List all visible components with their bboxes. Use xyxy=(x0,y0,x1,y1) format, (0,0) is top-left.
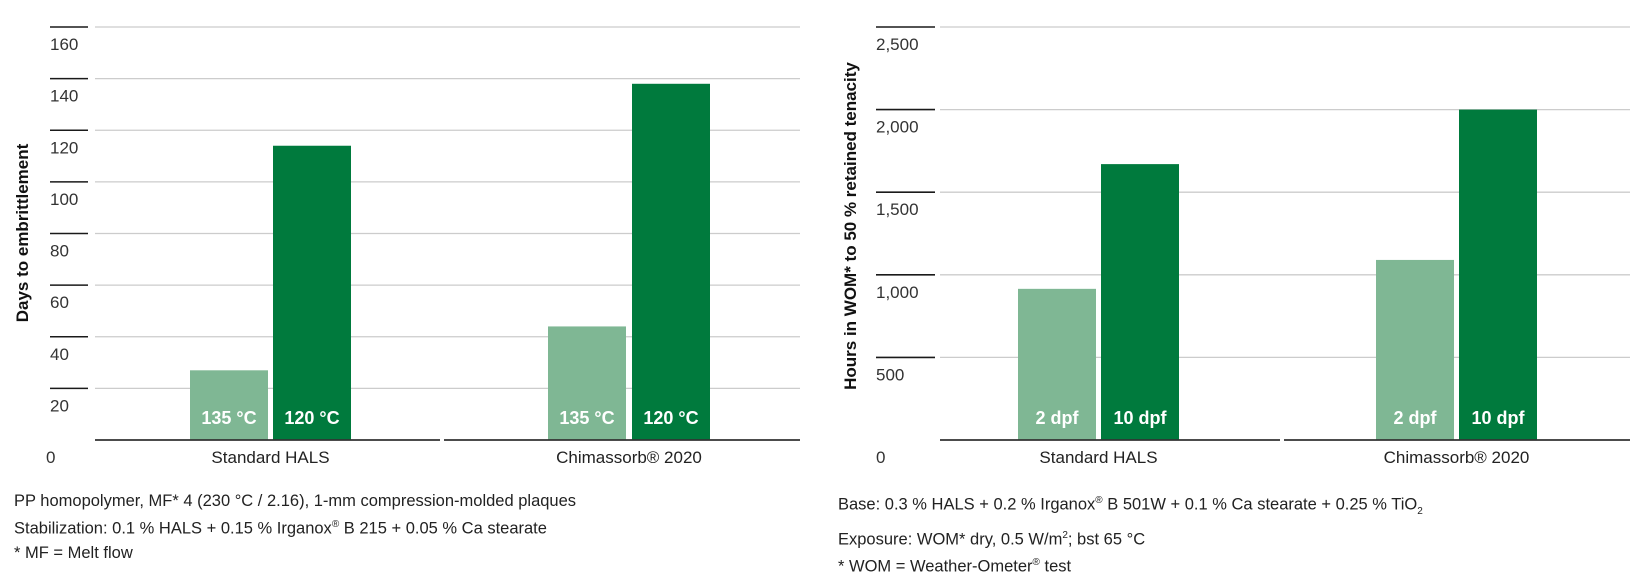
y-tick-label: 2,500 xyxy=(876,35,919,54)
notes-left-line3: * MF = Melt flow xyxy=(14,543,133,562)
y-tick-label: 60 xyxy=(50,293,69,312)
bar-label: 10 dpf xyxy=(1113,408,1167,428)
y-tick-label: 2,000 xyxy=(876,118,919,137)
y-axis-title: Hours in WOM* to 50 % retained tenacity xyxy=(841,62,860,390)
bar-label: 120 °C xyxy=(643,408,698,428)
charts-canvas: 0 20 40 60 80 100 120 140 160 Days to embrittleme… xyxy=(13,26,1630,467)
bar-label: 135 °C xyxy=(559,408,614,428)
category-label: Standard HALS xyxy=(211,448,329,467)
y-tick-label: 100 xyxy=(50,190,78,209)
bar xyxy=(1101,164,1179,440)
y-tick-label: 140 xyxy=(50,87,78,106)
category-label: Chimassorb® 2020 xyxy=(556,448,702,467)
y-tick-label: 500 xyxy=(876,365,904,384)
bar-label: 135 °C xyxy=(201,408,256,428)
bar-label: 120 °C xyxy=(284,408,339,428)
notes-left: PP homopolymer, MF* 4 (230 °C / 2.16), 1… xyxy=(14,489,576,565)
notes-right: Base: 0.3 % HALS + 0.2 % Irganox® B 501W… xyxy=(838,489,1423,579)
bar xyxy=(1018,288,1096,440)
y-tick-label: 160 xyxy=(50,35,78,54)
bar xyxy=(548,326,626,440)
notes-left-line2: Stabilization: 0.1 % HALS + 0.15 % Irgan… xyxy=(14,519,547,538)
y-tick-label: 1,500 xyxy=(876,200,919,219)
bar-label: 2 dpf xyxy=(1394,408,1438,428)
bar-label: 10 dpf xyxy=(1471,408,1525,428)
notes-right-line3: * WOM = Weather-Ometer® test xyxy=(838,557,1072,576)
y-axis-title: Days to embrittlement xyxy=(13,143,32,322)
bar-label: 2 dpf xyxy=(1036,408,1080,428)
category-label: Standard HALS xyxy=(1039,448,1157,467)
y-tick-label: 120 xyxy=(50,138,78,157)
y-tick-label: 40 xyxy=(50,345,69,364)
y-tick-label: 20 xyxy=(50,396,69,415)
y-tick-label: 0 xyxy=(876,448,885,467)
bar xyxy=(273,145,351,441)
bar xyxy=(1459,109,1537,440)
notes-right-line2: Exposure: WOM* dry, 0.5 W/m2; bst 65 °C xyxy=(838,529,1146,549)
bar xyxy=(632,83,710,440)
y-tick-label: 1,000 xyxy=(876,283,919,302)
bar xyxy=(1376,259,1454,440)
notes-right-line1: Base: 0.3 % HALS + 0.2 % Irganox® B 501W… xyxy=(838,495,1423,517)
y-tick-label: 80 xyxy=(50,242,69,261)
y-tick-label: 0 xyxy=(46,448,55,467)
category-label: Chimassorb® 2020 xyxy=(1384,448,1530,467)
notes-left-line1: PP homopolymer, MF* 4 (230 °C / 2.16), 1… xyxy=(14,492,577,510)
bar xyxy=(190,370,268,440)
